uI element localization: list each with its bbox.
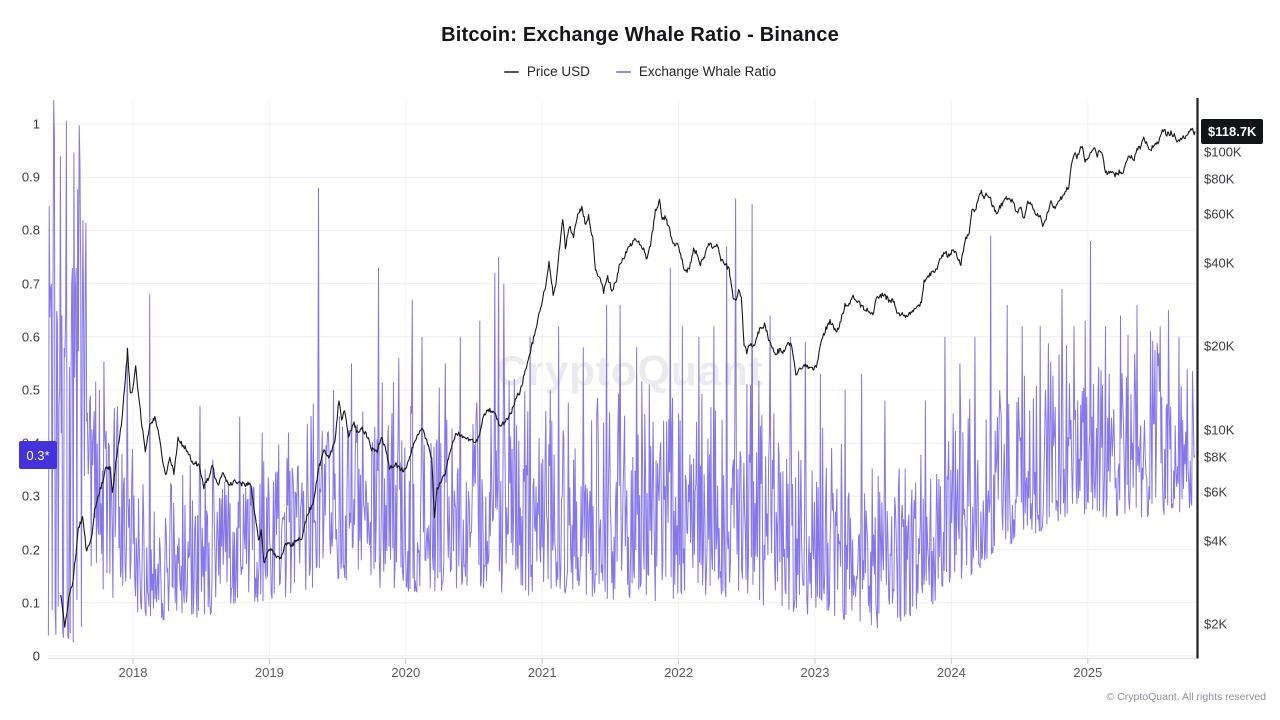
chart-title: Bitcoin: Exchange Whale Ratio - Binance xyxy=(441,24,839,46)
right-axis-tick-label: $20K xyxy=(1204,338,1235,354)
copyright-notice: © CryptoQuant. All rights reserved xyxy=(1106,691,1266,703)
right-axis-tick-label: $4K xyxy=(1204,533,1228,549)
x-axis-tick-label: 2025 xyxy=(1073,665,1103,680)
right-axis-tick-label: $80K xyxy=(1204,171,1235,187)
left-axis-tick-label: 0 xyxy=(32,648,40,664)
x-axis-tick-label: 2019 xyxy=(254,665,284,680)
legend-item-label: Price USD xyxy=(526,64,590,79)
legend-item-label: Exchange Whale Ratio xyxy=(638,64,777,79)
x-axis-tick-label: 2020 xyxy=(391,665,421,680)
left-axis-tick-label: 0.9 xyxy=(21,169,40,185)
exchange-whale-ratio-legend-dash-icon xyxy=(615,70,631,73)
right-axis-tick-label: $40K xyxy=(1204,255,1235,271)
left-axis-tick-label: 1 xyxy=(32,116,40,132)
cryptoquant-watermark: CryptoQuant xyxy=(496,347,764,394)
x-axis-tick-label: 2023 xyxy=(800,665,830,680)
price-usd-legend-dash-icon xyxy=(503,70,519,73)
x-axis-tick-label: 2024 xyxy=(936,665,966,680)
left-axis-tick-label: 0.5 xyxy=(21,382,40,398)
left-axis-tick-label: 0.3 xyxy=(21,488,40,504)
left-axis-tick-label: 0.2 xyxy=(21,542,40,558)
right-axis-tick-label: $60K xyxy=(1204,206,1235,222)
left-axis-tick-label: 0.7 xyxy=(21,276,40,292)
legend-item-price-usd[interactable]: Price USD xyxy=(503,64,590,79)
right-axis-tick-label: $100K xyxy=(1204,144,1242,160)
left-axis-tick-label: 0.1 xyxy=(21,595,40,611)
whale-ratio-current-value-badge: 0.3* xyxy=(19,441,57,470)
x-axis-tick-label: 2021 xyxy=(527,665,557,680)
left-axis-tick-label: 0.8 xyxy=(21,222,40,238)
price-current-value-badge: $118.7K xyxy=(1201,118,1264,144)
x-axis-tick-label: 2022 xyxy=(664,665,694,680)
right-axis-tick-label: $10K xyxy=(1204,422,1235,438)
right-axis-tick-label: $6K xyxy=(1204,484,1228,500)
chart-legend: Price USD Exchange Whale Ratio xyxy=(0,64,1280,79)
left-axis-tick-label: 0.6 xyxy=(21,329,40,345)
right-axis-tick-label: $8K xyxy=(1204,449,1228,465)
legend-item-exchange-whale-ratio[interactable]: Exchange Whale Ratio xyxy=(615,64,777,79)
right-axis-tick-label: $2K xyxy=(1204,616,1228,632)
x-axis-tick-label: 2018 xyxy=(118,665,148,680)
